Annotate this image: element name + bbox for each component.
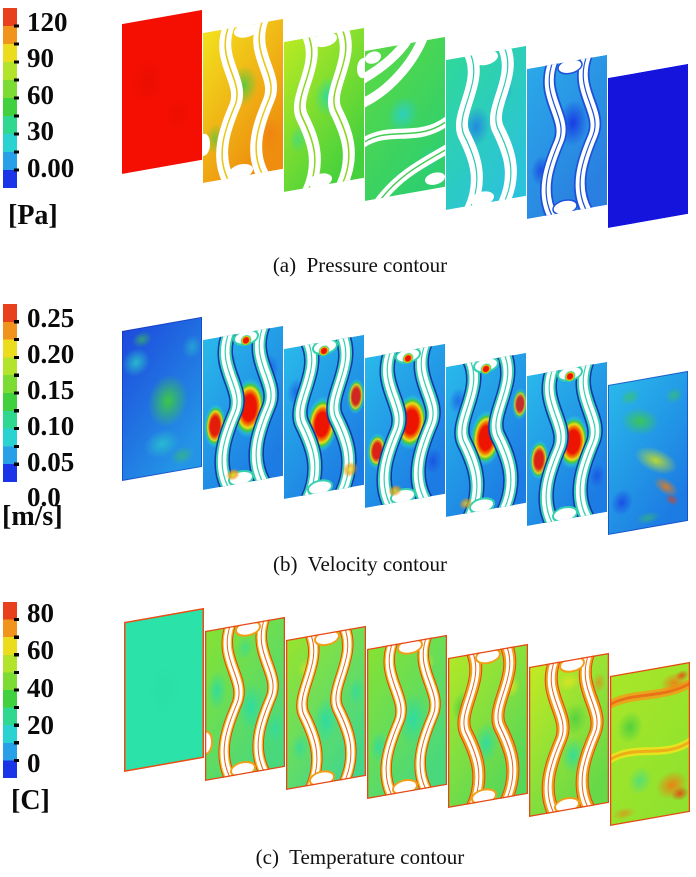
tick-label: 60 [27,80,54,110]
velocity-contour-slices [122,316,688,535]
temperature-slice-1 [124,607,204,772]
velocity-slice-2 [203,325,283,490]
unit-label-velocity: [m/s] [2,501,63,532]
tick-label: 30 [27,116,54,146]
pressure-slice-7 [608,63,688,228]
tick-label: 0.05 [27,447,75,477]
pressure-slice-5 [446,45,526,210]
tick-label: 0.00 [27,153,75,183]
tick-label: 0.10 [27,411,75,441]
tick-label: 0.15 [27,375,75,405]
caption-pressure: (a) Pressure contour [272,253,448,277]
velocity-slice-7 [608,370,688,535]
colorbar-tickmarks [14,602,19,778]
unit-label-pressure: [Pa] [8,200,58,231]
velocity-slice-4 [365,343,445,508]
tick-label: 0.20 [27,339,75,369]
colorbar-tickmarks [14,304,19,482]
caption-temperature: (c) Temperature contour [255,845,465,869]
pressure-slice-6 [527,54,607,219]
pressure-slice-1 [122,9,202,174]
tick-label: 80 [27,598,54,628]
tick-label: 40 [27,673,54,703]
temperature-slice-4 [367,634,447,799]
tick-label: 0.0 [27,482,61,512]
pressure-slice-4 [365,36,445,201]
tick-label: 0.25 [27,303,75,333]
colorbar-gradient-velocity [3,304,19,482]
temperature-slice-7 [610,661,690,826]
tick-label: 0 [27,748,41,778]
velocity-slice-1 [122,316,202,481]
temperature-slice-2 [205,616,285,781]
colorbar-gradient-pressure [3,8,19,188]
tick-label: 90 [27,43,54,73]
tick-label: 120 [27,7,68,37]
velocity-slice-5 [446,352,526,517]
pressure-slice-3 [284,27,364,192]
tick-label: 60 [27,635,54,665]
temperature-slice-6 [529,652,609,817]
velocity-slice-6 [527,361,607,526]
unit-label-temperature: [C] [11,785,50,816]
colorbar-tickmarks [14,8,19,188]
caption-velocity: (b) Velocity contour [273,552,447,576]
temperature-slice-3 [286,625,366,790]
pressure-contour-slices [122,9,688,228]
colorbar-gradient-temperature [3,602,19,778]
temperature-slice-5 [448,643,528,808]
tick-label: 20 [27,710,54,740]
pressure-slice-2 [203,18,283,183]
velocity-slice-3 [284,334,364,499]
temperature-contour-slices [124,607,690,826]
